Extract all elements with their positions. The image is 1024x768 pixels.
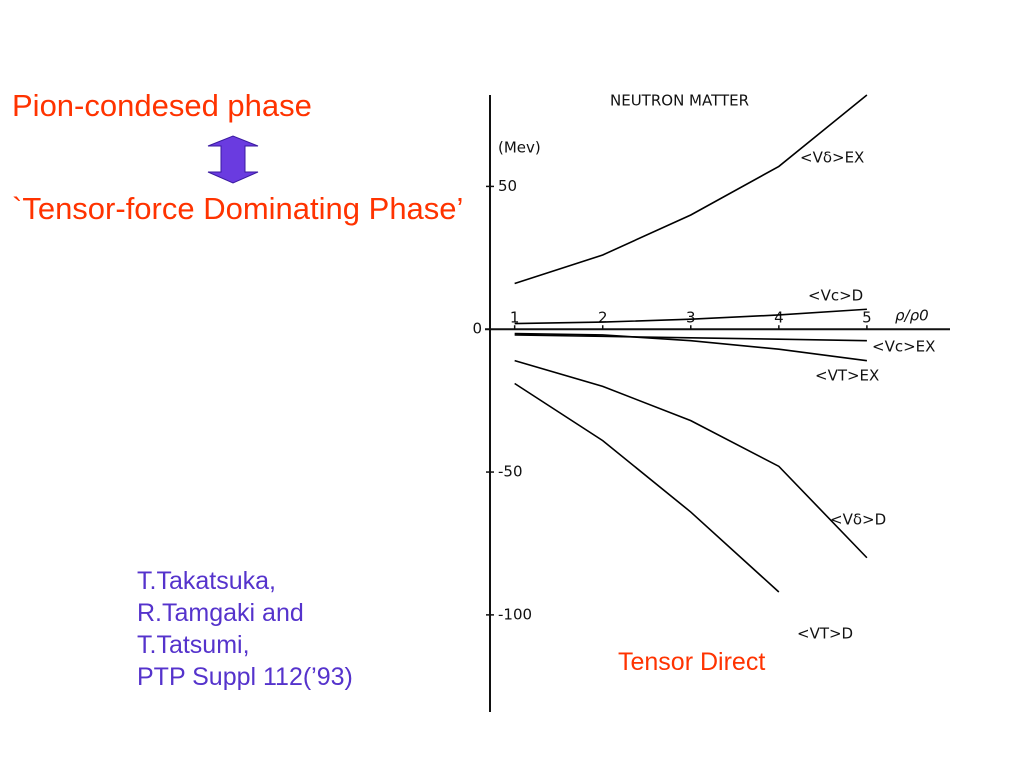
x-tick-label: 5 xyxy=(862,309,872,327)
y-tick-label: 0 xyxy=(472,320,482,338)
series-line xyxy=(514,94,868,285)
x-tick-label: 4 xyxy=(774,309,784,327)
y-tick-label: 50 xyxy=(498,177,517,195)
y-tick-label: -50 xyxy=(498,463,523,481)
heading: Pion-condesed phase xyxy=(12,88,312,123)
citation-line: T.Takatsuka, xyxy=(137,567,276,595)
citation-line: PTP Suppl 112(’93) xyxy=(137,663,353,691)
citation-line: R.Tamgaki and xyxy=(137,599,304,627)
series-line xyxy=(514,308,867,325)
subheading: `Tensor-force Dominating Phase’ xyxy=(12,191,464,226)
series-label: <VT>D xyxy=(797,625,853,643)
x-tick-label: 2 xyxy=(598,309,608,327)
citation: T.Takatsuka, R.Tamgaki and T.Tatsumi, PT… xyxy=(137,565,353,693)
series-label: <Vδ>EX xyxy=(800,149,864,167)
y-tick-label: -100 xyxy=(498,605,532,623)
x-tick-label: 3 xyxy=(686,309,696,327)
x-tick-label: 1 xyxy=(510,309,520,327)
series-line xyxy=(514,334,867,342)
citation-line: T.Tatsumi, xyxy=(137,631,250,659)
chart-title: NEUTRON MATTER xyxy=(610,92,749,110)
x-axis-label: ρ/ρ0 xyxy=(895,307,929,325)
y-axis-label: (Mev) xyxy=(498,139,541,157)
series-line xyxy=(514,332,868,362)
series-label: <VT>EX xyxy=(815,367,879,385)
note: Tensor Direct xyxy=(618,648,766,676)
series-line xyxy=(514,382,780,593)
series-label: <Vc>D xyxy=(808,287,863,305)
series-label: <Vδ>D xyxy=(830,511,886,529)
series-label: <Vc>EX xyxy=(872,338,935,356)
series-line xyxy=(514,359,868,559)
double-arrow xyxy=(207,135,259,184)
